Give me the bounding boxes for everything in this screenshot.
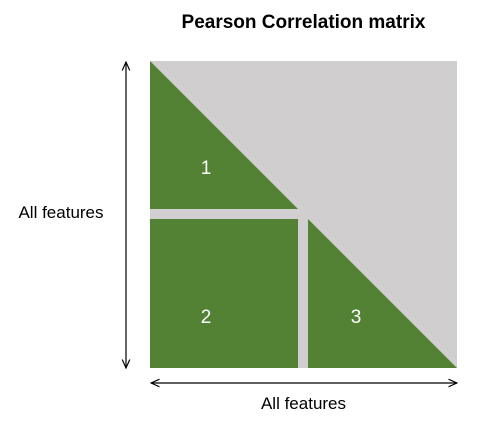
region-1-label: 1 (201, 158, 212, 179)
y-axis-label: All features (18, 203, 104, 222)
region-1-triangle (150, 61, 298, 209)
region-2-square (150, 219, 298, 368)
diagram-title: Pearson Correlation matrix (181, 12, 426, 33)
region-3-label: 3 (351, 307, 362, 328)
x-axis-label: All features (260, 394, 347, 413)
region-2-label: 2 (201, 307, 212, 328)
region-3-triangle (308, 219, 457, 368)
